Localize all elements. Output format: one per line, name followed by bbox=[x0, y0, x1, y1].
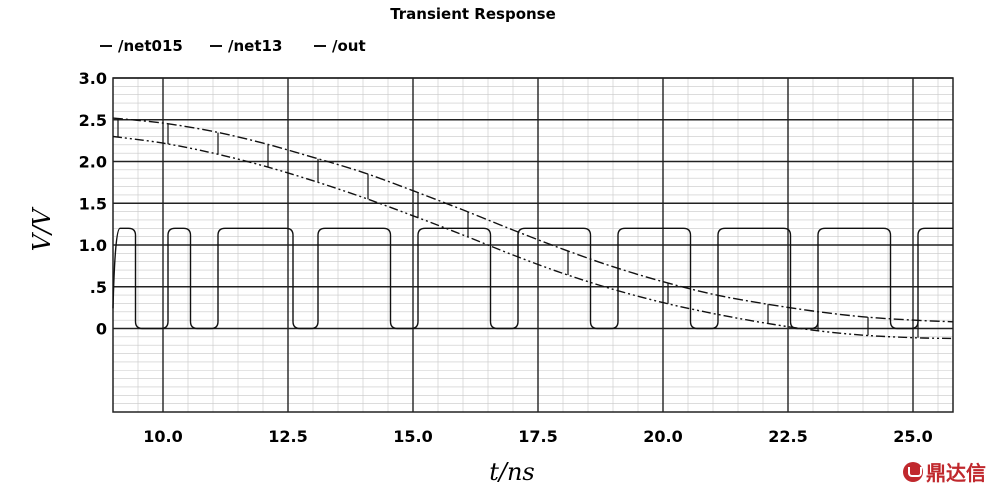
series-line-net13 bbox=[112, 135, 954, 340]
y-tick-label: 0 bbox=[96, 320, 107, 339]
legend-label: /out bbox=[332, 37, 366, 55]
x-tick-label: 15.0 bbox=[393, 427, 432, 446]
series-line-net015 bbox=[112, 117, 954, 323]
y-tick-label: 2.5 bbox=[79, 111, 107, 130]
x-tick-label: 10.0 bbox=[143, 427, 182, 446]
y-tick-label: 1.5 bbox=[79, 194, 107, 213]
series-layer bbox=[112, 117, 954, 340]
x-axis-label: t/ns bbox=[489, 458, 535, 486]
x-tick-label: 12.5 bbox=[268, 427, 307, 446]
y-tick-labels: 0 .5 1.0 1.5 2.0 2.5 3.0 bbox=[79, 69, 107, 339]
plot-frame bbox=[112, 77, 954, 413]
x-tick-label: 20.0 bbox=[643, 427, 682, 446]
x-tick-labels: 10.0 12.5 15.0 17.5 20.0 22.5 25.0 bbox=[143, 427, 932, 446]
chart-title: Transient Response bbox=[390, 5, 556, 23]
y-tick-label: .5 bbox=[90, 278, 107, 297]
y-tick-label: 1.0 bbox=[79, 236, 107, 255]
y-axis-label: V/V bbox=[28, 206, 56, 251]
watermark-text: 鼎达信 bbox=[926, 461, 986, 485]
y-tick-label: 3.0 bbox=[79, 69, 107, 88]
legend: /net015/net13/out bbox=[100, 37, 366, 55]
watermark-logo-icon bbox=[903, 461, 923, 482]
x-tick-label: 17.5 bbox=[518, 427, 557, 446]
x-tick-label: 22.5 bbox=[768, 427, 807, 446]
x-tick-label: 25.0 bbox=[893, 427, 932, 446]
y-tick-label: 2.0 bbox=[79, 153, 107, 172]
legend-label: /net13 bbox=[228, 37, 282, 55]
series-line-out bbox=[112, 227, 953, 330]
legend-label: /net015 bbox=[118, 37, 183, 55]
watermark: 鼎达信 bbox=[903, 457, 986, 486]
